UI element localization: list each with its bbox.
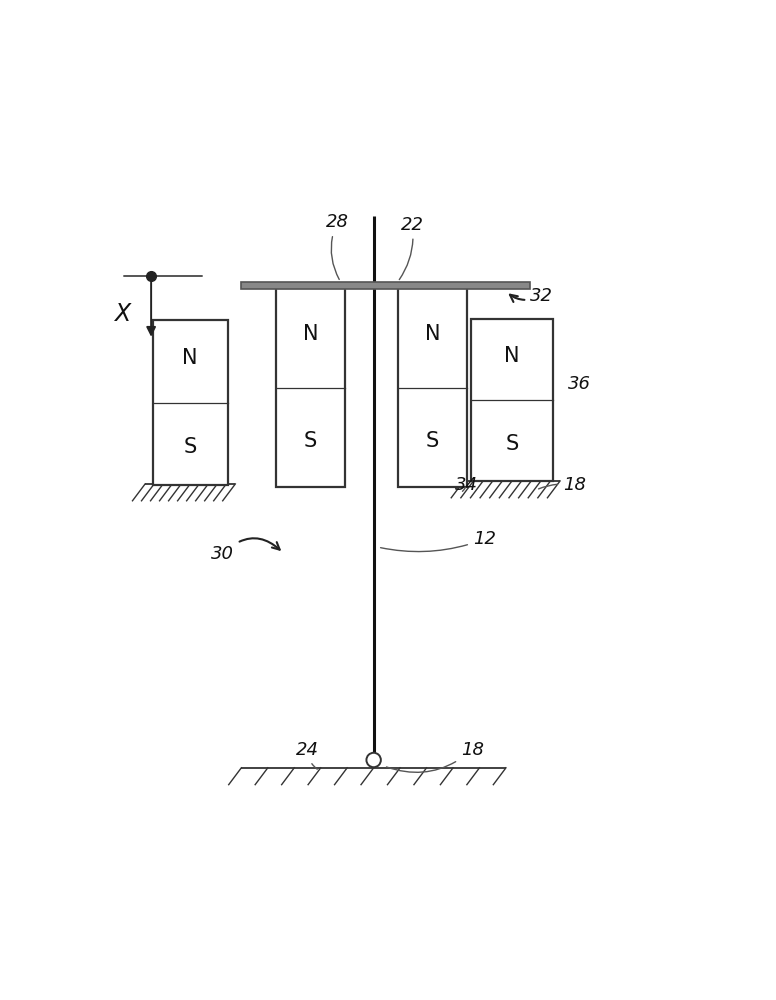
Text: X: X: [114, 302, 130, 326]
Text: 32: 32: [510, 287, 553, 305]
Text: N: N: [504, 346, 520, 366]
Bar: [153, 320, 228, 485]
Text: S: S: [304, 431, 317, 451]
Text: 36: 36: [567, 375, 591, 393]
Circle shape: [366, 753, 381, 767]
Text: 28: 28: [326, 213, 348, 279]
Bar: [241, 282, 530, 289]
Text: 18: 18: [539, 476, 586, 494]
Text: S: S: [426, 431, 439, 451]
Text: 24: 24: [296, 741, 318, 769]
Bar: [276, 288, 345, 487]
Text: S: S: [184, 437, 197, 457]
Text: N: N: [182, 348, 198, 368]
Bar: [471, 319, 553, 481]
Text: 34: 34: [455, 476, 478, 494]
Text: S: S: [505, 434, 518, 454]
Text: N: N: [424, 324, 440, 344]
Bar: [398, 288, 467, 487]
Text: 30: 30: [211, 538, 279, 563]
Text: 18: 18: [386, 741, 484, 772]
Text: 12: 12: [380, 530, 496, 552]
Text: 22: 22: [400, 216, 424, 280]
Text: N: N: [303, 324, 318, 344]
